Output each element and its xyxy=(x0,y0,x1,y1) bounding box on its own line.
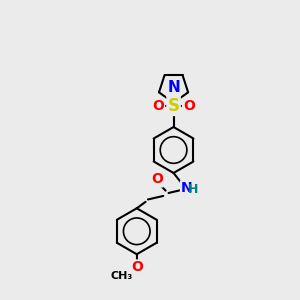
Text: CH₃: CH₃ xyxy=(110,271,133,281)
Text: O: O xyxy=(151,172,163,186)
Text: O: O xyxy=(152,99,164,113)
Text: O: O xyxy=(183,99,195,113)
Text: N: N xyxy=(181,181,193,195)
Text: H: H xyxy=(188,183,199,196)
Text: O: O xyxy=(131,260,143,274)
Text: N: N xyxy=(167,80,180,95)
Text: S: S xyxy=(168,97,180,115)
